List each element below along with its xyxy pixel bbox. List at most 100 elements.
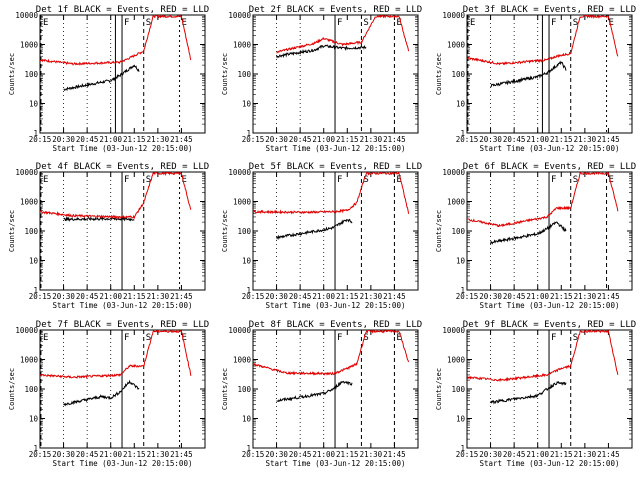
x-tick-label: 20:45 <box>503 292 526 301</box>
y-tick-label: 1000 <box>20 41 39 50</box>
x-tick-label: 21:45 <box>383 292 406 301</box>
lld-series-line <box>467 15 619 66</box>
y-tick-label: 10000 <box>442 168 465 177</box>
marker-label: E <box>182 175 187 185</box>
events-series-line <box>63 216 135 222</box>
panel-title: Det 9f BLACK = Events, RED = LLD <box>463 320 636 330</box>
x-tick-label: 21:15 <box>550 135 573 144</box>
x-tick-label: 21:45 <box>170 135 193 144</box>
marker-label: F <box>124 18 129 28</box>
y-tick-label: 10 <box>456 415 466 424</box>
marker-label: E <box>396 18 401 28</box>
y-tick-label: 10 <box>242 257 252 266</box>
marker-label: E <box>43 175 48 185</box>
y-axis-label: Counts/sec <box>435 368 443 410</box>
x-tick-label: 21:30 <box>360 292 383 301</box>
panel-title: Det 2f BLACK = Events, RED = LLD <box>249 5 422 15</box>
y-tick-label: 10000 <box>228 326 251 335</box>
marker-label: S <box>573 18 578 28</box>
panel-title: Det 4f BLACK = Events, RED = LLD <box>36 162 209 172</box>
y-tick-label: 100 <box>237 70 251 79</box>
x-tick-label: 20:15 <box>29 292 52 301</box>
y-tick-label: 10000 <box>442 11 465 20</box>
y-tick-label: 100 <box>24 385 38 394</box>
x-tick-label: 21:45 <box>170 292 193 301</box>
y-tick-label: 1000 <box>20 198 39 207</box>
marker-label: F <box>337 333 342 343</box>
y-tick-label: 1000 <box>447 356 466 365</box>
y-tick-label: 10000 <box>15 168 38 177</box>
x-tick-label: 20:45 <box>503 135 526 144</box>
y-tick-label: 100 <box>451 385 465 394</box>
y-tick-label: 10 <box>242 415 252 424</box>
events-series-line <box>276 380 353 403</box>
panel-5: Det 5f BLACK = Events, RED = LLD 1 10 100 10… <box>221 162 422 310</box>
x-tick-label: 21:00 <box>526 135 549 144</box>
y-axis-label: Counts/sec <box>221 368 229 410</box>
marker-label: E <box>182 18 187 28</box>
x-tick-label: 20:30 <box>52 135 75 144</box>
y-tick-label: 1 <box>460 444 465 453</box>
x-tick-label: 20:15 <box>456 292 479 301</box>
x-tick-label: 21:00 <box>312 450 335 459</box>
x-tick-label: 21:00 <box>99 292 122 301</box>
marker-label: E <box>470 18 475 28</box>
lld-series-line <box>40 330 192 380</box>
marker-label: E <box>396 175 401 185</box>
y-tick-label: 10 <box>242 100 252 109</box>
x-tick-label: 21:00 <box>526 450 549 459</box>
x-tick-label: 21:30 <box>574 292 597 301</box>
x-tick-label: 20:30 <box>479 135 502 144</box>
x-axis-label: Start Time (03-Jun-12 20:15:00) <box>266 301 406 310</box>
lld-series-line <box>40 15 192 66</box>
y-axis-label: Counts/sec <box>435 210 443 252</box>
x-tick-label: 20:30 <box>479 292 502 301</box>
y-tick-label: 1000 <box>447 41 466 50</box>
x-tick-label: 21:15 <box>123 135 146 144</box>
x-tick-label: 21:30 <box>147 450 170 459</box>
panel-title: Det 8f BLACK = Events, RED = LLD <box>249 320 422 330</box>
x-tick-label: 21:45 <box>597 292 620 301</box>
x-tick-label: 20:30 <box>479 450 502 459</box>
x-tick-label: 21:15 <box>550 292 573 301</box>
marker-label: E <box>609 175 614 185</box>
marker-label: S <box>363 175 368 185</box>
marker-label: E <box>43 333 48 343</box>
events-series-line <box>490 221 567 245</box>
x-tick-label: 21:00 <box>526 292 549 301</box>
marker-label: F <box>337 175 342 185</box>
panel-4: Det 4f BLACK = Events, RED = LLD 1 10 100 10… <box>8 162 209 310</box>
y-axis-label: Counts/sec <box>435 53 443 95</box>
x-axis-label: Start Time (03-Jun-12 20:15:00) <box>266 144 406 153</box>
y-axis-label: Counts/sec <box>8 368 16 410</box>
x-tick-label: 20:15 <box>242 450 265 459</box>
y-tick-label: 100 <box>24 70 38 79</box>
x-tick-label: 20:30 <box>265 450 288 459</box>
y-axis-label: Counts/sec <box>8 53 16 95</box>
events-series-line <box>490 60 567 88</box>
events-series-line <box>276 44 367 59</box>
y-axis-label: Counts/sec <box>8 210 16 252</box>
x-axis-label: Start Time (03-Jun-12 20:15:00) <box>266 459 406 468</box>
marker-label: S <box>146 18 151 28</box>
x-tick-label: 21:15 <box>123 292 146 301</box>
x-tick-label: 21:45 <box>383 450 406 459</box>
x-tick-label: 21:00 <box>99 450 122 459</box>
events-series-line <box>63 64 140 92</box>
marker-label: E <box>396 333 401 343</box>
y-axis-label: Counts/sec <box>221 53 229 95</box>
y-tick-label: 10 <box>29 257 39 266</box>
marker-label: F <box>551 333 556 343</box>
panel-8: Det 8f BLACK = Events, RED = LLD 1 10 100 10… <box>221 320 422 468</box>
x-tick-label: 21:15 <box>123 450 146 459</box>
y-tick-label: 10000 <box>228 168 251 177</box>
x-tick-label: 20:15 <box>242 135 265 144</box>
lld-series-line <box>467 172 619 228</box>
x-axis-label: Start Time (03-Jun-12 20:15:00) <box>480 459 620 468</box>
x-tick-label: 20:15 <box>456 450 479 459</box>
x-axis-label: Start Time (03-Jun-12 20:15:00) <box>480 144 620 153</box>
x-tick-label: 21:30 <box>147 135 170 144</box>
panel-title: Det 1f BLACK = Events, RED = LLD <box>36 5 209 15</box>
x-tick-label: 20:45 <box>76 135 99 144</box>
x-tick-label: 21:30 <box>360 450 383 459</box>
